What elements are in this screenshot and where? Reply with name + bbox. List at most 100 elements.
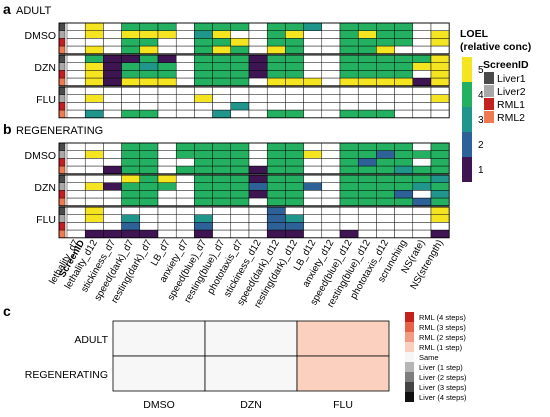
- heatmap-cell: [121, 94, 141, 103]
- heatmap-cell: [66, 45, 86, 55]
- heatmap-cell: [412, 86, 432, 95]
- heatmap-cell: [175, 214, 195, 223]
- heatmap-cell: [66, 174, 86, 183]
- heatmap-cell: [103, 102, 122, 111]
- heatmap-cell: [339, 197, 359, 207]
- heatmap-cell: [394, 197, 414, 207]
- heatmap-cell: [194, 182, 213, 191]
- heatmap-cell: [339, 30, 359, 39]
- heatmap-cell: [285, 102, 304, 111]
- heatmap-cell: [194, 222, 213, 231]
- screen-id-cell: [58, 229, 66, 239]
- heatmap-cell: [285, 70, 304, 79]
- heatmap-cell: [212, 214, 232, 223]
- heatmap-cell: [66, 22, 86, 31]
- summary-cell: [204, 320, 298, 357]
- heatmap-cell: [175, 109, 195, 119]
- summary-legend-label: Liver (2 steps): [419, 373, 467, 382]
- heatmap-cell: [357, 102, 377, 111]
- heatmap-cell: [339, 70, 359, 79]
- heatmap-cell: [66, 222, 86, 231]
- screen-id-cell: [58, 206, 66, 215]
- heatmap-cell: [303, 102, 323, 111]
- heatmap-cell: [303, 62, 323, 71]
- summary-col-label: FLU: [333, 399, 353, 411]
- loel-swatch: [462, 107, 472, 132]
- heatmap-cell: [285, 62, 304, 71]
- heatmap-cell: [230, 77, 250, 87]
- loel-level-label: 1: [478, 165, 484, 176]
- summary-legend-label: RML (3 steps): [419, 323, 466, 332]
- heatmap-cell: [303, 190, 323, 199]
- summary-legend-swatch: [405, 332, 414, 342]
- heatmap-cell: [394, 229, 414, 239]
- heatmap-cell: [376, 190, 395, 199]
- screen-id-cell: [58, 70, 66, 79]
- heatmap-cell: [212, 94, 232, 103]
- heatmap-cell: [285, 222, 304, 231]
- heatmap-cell: [357, 142, 377, 151]
- heatmap-cell: [139, 174, 159, 183]
- heatmap-cell: [303, 182, 323, 191]
- heatmap-cell: [285, 86, 304, 95]
- heatmap-cell: [339, 77, 359, 87]
- heatmap-cell: [212, 38, 232, 47]
- heatmap-cell: [339, 229, 359, 239]
- summary-legend-swatch: [405, 312, 414, 322]
- heatmap-cell: [212, 109, 232, 119]
- screen-id-cell: [58, 142, 66, 151]
- heatmap-cell: [212, 206, 232, 215]
- heatmap-cell: [121, 62, 141, 71]
- summary-row-label: ADULT: [74, 334, 108, 346]
- heatmap-cell: [66, 109, 86, 119]
- heatmap-cell: [321, 77, 341, 87]
- heatmap-cell: [248, 158, 268, 167]
- screen-swatch: [484, 98, 494, 110]
- heatmap-cell: [103, 214, 122, 223]
- heatmap-cell: [212, 45, 232, 55]
- heatmap-cell: [430, 54, 450, 63]
- heatmap-cell: [412, 142, 432, 151]
- heatmap-cell: [376, 158, 395, 167]
- heatmap-cell: [230, 102, 250, 111]
- heatmap-cell: [266, 38, 286, 47]
- heatmap-cell: [394, 77, 414, 87]
- heatmap-cell: [357, 197, 377, 207]
- heatmap-cell: [84, 182, 104, 191]
- heatmap-cell: [157, 38, 177, 47]
- heatmap-cell: [394, 45, 414, 55]
- heatmap-cell: [285, 229, 304, 239]
- heatmap-cell: [376, 109, 395, 119]
- heatmap-cell: [248, 165, 268, 175]
- group-label: DMSO: [25, 30, 57, 42]
- summary-legend-swatch: [405, 362, 414, 372]
- heatmap-cell: [248, 70, 268, 79]
- heatmap-cell: [139, 222, 159, 231]
- heatmap-cell: [376, 45, 395, 55]
- heatmap-cell: [121, 190, 141, 199]
- heatmap-cell: [248, 214, 268, 223]
- heatmap-cell: [285, 158, 304, 167]
- heatmap-cell: [285, 206, 304, 215]
- heatmap-cell: [266, 174, 286, 183]
- heatmap-cell: [121, 86, 141, 95]
- screen-swatch: [484, 72, 494, 84]
- heatmap-cell: [303, 222, 323, 231]
- heatmap-cell: [430, 206, 450, 215]
- heatmap-cell: [139, 102, 159, 111]
- screen-id-cell: [58, 30, 66, 39]
- heatmap-cell: [103, 86, 122, 95]
- heatmap-cell: [285, 54, 304, 63]
- heatmap-cell: [84, 190, 104, 199]
- heatmap-cell: [103, 109, 122, 119]
- heatmap-cell: [157, 182, 177, 191]
- heatmap-cell: [285, 77, 304, 87]
- heatmap-cell: [285, 165, 304, 175]
- heatmap-cell: [412, 45, 432, 55]
- heatmap-cell: [121, 38, 141, 47]
- heatmap-cell: [157, 214, 177, 223]
- heatmap-cell: [430, 109, 450, 119]
- heatmap-cell: [175, 22, 195, 31]
- heatmap-cell: [139, 182, 159, 191]
- heatmap-cell: [139, 165, 159, 175]
